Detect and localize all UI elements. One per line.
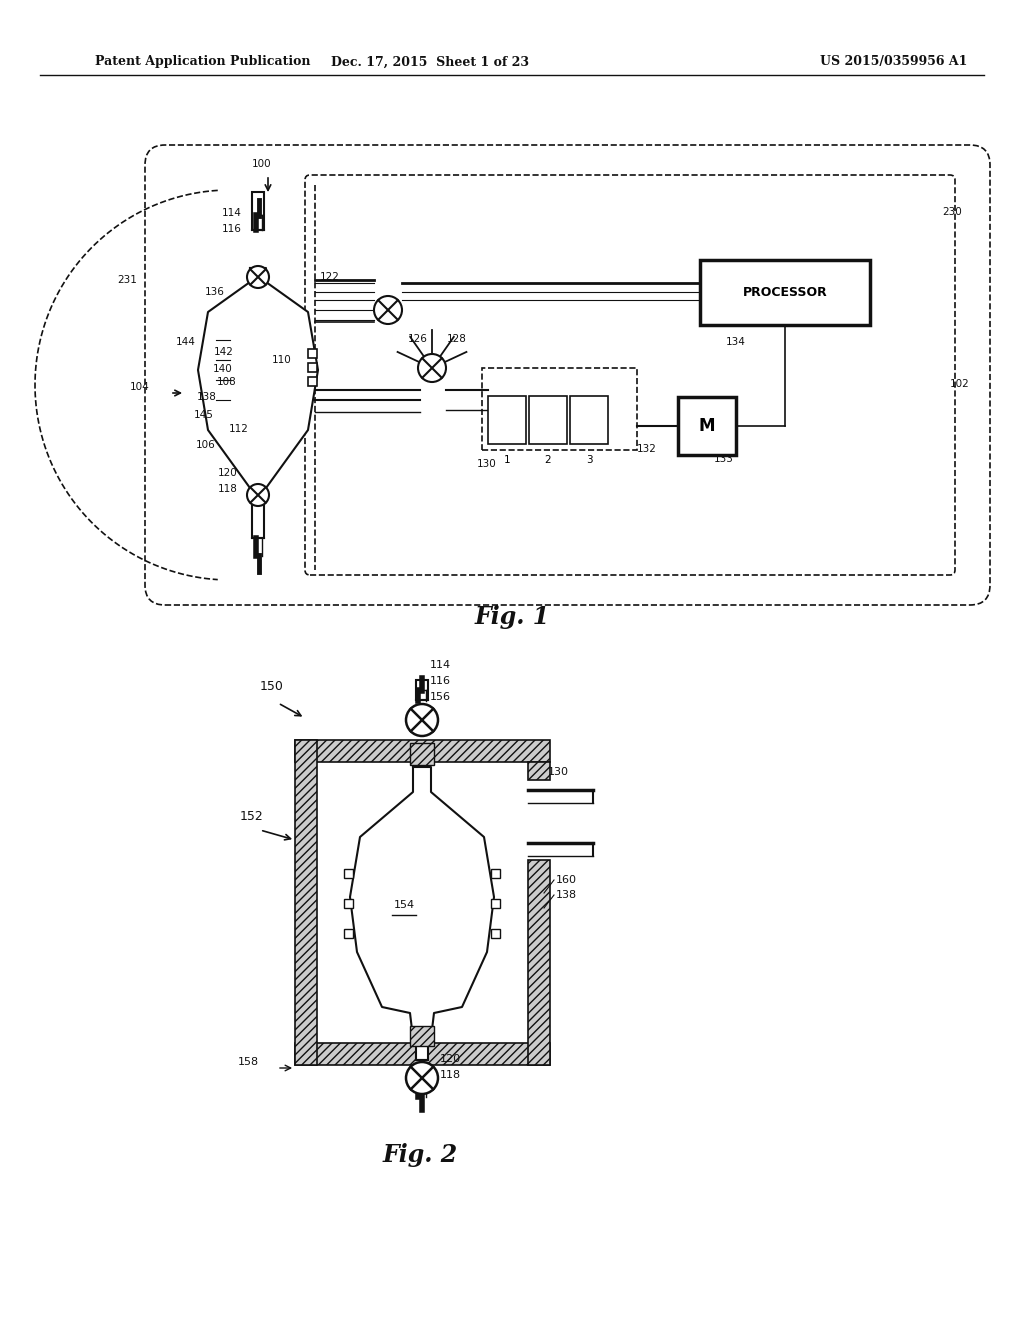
Bar (490, 928, 500, 937)
Text: 134: 134 (726, 337, 745, 347)
Text: Patent Application Publication: Patent Application Publication (95, 55, 310, 69)
Text: 130: 130 (477, 459, 497, 469)
Bar (570, 396, 608, 444)
Circle shape (418, 354, 446, 381)
Bar (308, 363, 317, 372)
Text: 122: 122 (319, 272, 340, 282)
Bar (344, 869, 353, 878)
Text: 3: 3 (586, 455, 592, 465)
Text: 102: 102 (950, 379, 970, 389)
Bar (529, 396, 567, 444)
Text: 158: 158 (238, 1057, 259, 1067)
Polygon shape (350, 767, 494, 1038)
Circle shape (247, 484, 269, 506)
Text: Fig. 2: Fig. 2 (382, 1143, 458, 1167)
Text: 230: 230 (942, 207, 962, 216)
Text: Fig. 1: Fig. 1 (474, 605, 550, 630)
Bar (700, 260, 870, 325)
Bar (678, 397, 736, 455)
Circle shape (247, 267, 269, 288)
Bar (308, 378, 317, 385)
Text: 145: 145 (194, 411, 214, 420)
Bar (308, 348, 317, 358)
Circle shape (374, 296, 402, 323)
Text: 114: 114 (222, 209, 242, 218)
Text: 118: 118 (440, 1071, 461, 1080)
Text: 120: 120 (218, 469, 238, 478)
Bar (295, 1043, 550, 1065)
Text: 116: 116 (430, 676, 451, 686)
Text: 136: 136 (205, 286, 225, 297)
Text: 130: 130 (548, 767, 569, 777)
Circle shape (406, 704, 438, 737)
Bar (488, 396, 526, 444)
Bar (528, 861, 550, 1065)
Text: 160: 160 (556, 875, 577, 884)
Bar (344, 899, 353, 908)
Text: 100: 100 (252, 158, 271, 169)
Text: 1: 1 (504, 455, 510, 465)
Text: 104: 104 (130, 381, 150, 392)
Bar (410, 1026, 434, 1045)
Text: 106: 106 (196, 440, 216, 450)
Text: 126: 126 (408, 334, 428, 345)
Bar (416, 1040, 428, 1060)
Text: 140: 140 (213, 364, 232, 374)
Bar (416, 680, 428, 700)
Circle shape (406, 1063, 438, 1094)
Bar (317, 762, 528, 1043)
Text: 2: 2 (545, 455, 551, 465)
Text: 118: 118 (218, 484, 238, 494)
Bar (252, 191, 264, 230)
FancyBboxPatch shape (482, 368, 637, 450)
Text: 132: 132 (637, 444, 656, 454)
Text: 133: 133 (714, 454, 734, 465)
Text: 142: 142 (214, 347, 233, 356)
Text: 150: 150 (260, 680, 284, 693)
Text: 144: 144 (176, 337, 196, 347)
Text: Dec. 17, 2015  Sheet 1 of 23: Dec. 17, 2015 Sheet 1 of 23 (331, 55, 529, 69)
Text: 138: 138 (556, 890, 578, 900)
Text: 110: 110 (272, 355, 292, 366)
Text: 108: 108 (217, 378, 237, 387)
Bar (295, 741, 317, 1065)
Bar (490, 899, 500, 908)
Text: PROCESSOR: PROCESSOR (742, 286, 827, 300)
Bar (410, 743, 434, 766)
Text: 138: 138 (197, 392, 217, 403)
Text: M: M (698, 417, 715, 436)
Text: 231: 231 (117, 275, 137, 285)
Text: 120: 120 (440, 1053, 461, 1064)
Text: 112: 112 (229, 424, 249, 434)
Text: 156: 156 (430, 692, 451, 702)
Bar (252, 500, 264, 539)
Bar (344, 928, 353, 937)
Polygon shape (198, 268, 318, 498)
Text: 114: 114 (430, 660, 452, 671)
Text: 154: 154 (393, 900, 415, 909)
Text: US 2015/0359956 A1: US 2015/0359956 A1 (820, 55, 968, 69)
Bar (528, 762, 550, 780)
Text: 116: 116 (222, 224, 242, 234)
Text: 128: 128 (447, 334, 467, 345)
Bar (295, 741, 550, 762)
Bar (490, 869, 500, 878)
Text: 152: 152 (240, 810, 264, 822)
